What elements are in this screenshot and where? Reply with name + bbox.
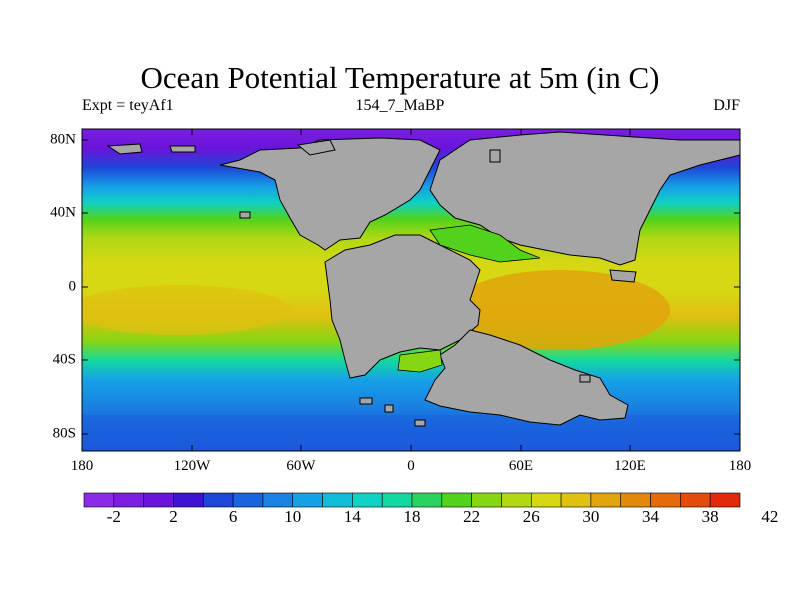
lat-tick-label: 0	[68, 278, 77, 295]
lat-tick-label: 80N	[50, 131, 76, 148]
land-island-3	[384, 404, 394, 413]
colorbar-label: 6	[228, 507, 238, 526]
land-arctic-island-4	[489, 149, 501, 163]
colorbar-swatch	[650, 492, 681, 508]
colorbar-label: 18	[403, 507, 421, 526]
colorbar-swatch	[202, 492, 234, 508]
colorbar-label: 42	[761, 507, 779, 526]
colorbar-swatch	[560, 492, 592, 508]
land-island-2	[359, 397, 373, 405]
colorbar-label: 14	[343, 507, 361, 526]
colorbar-swatch	[143, 492, 174, 508]
colorbar-swatch	[173, 492, 204, 508]
colorbar-swatch	[322, 492, 353, 508]
colorbar-label: 30	[582, 507, 600, 526]
season-label: DJF	[713, 97, 740, 114]
lon-tick-label: 180	[70, 458, 94, 474]
land-island-1	[239, 211, 251, 219]
colorbar-swatch	[590, 492, 622, 508]
lon-tick-label: 0	[407, 458, 415, 474]
colorbar-label: 34	[642, 507, 660, 526]
colorbar-label: 2	[169, 507, 178, 526]
colorbar-label: 26	[522, 507, 540, 526]
colorbar-swatch	[471, 492, 502, 508]
shallow-sea-south	[397, 349, 443, 373]
colorbar-swatch	[352, 492, 383, 508]
land-antarctica-australia	[424, 329, 629, 426]
land-masses	[106, 131, 740, 427]
colorbar-swatch	[232, 492, 264, 508]
colorbar-swatch	[83, 492, 115, 508]
lon-tick-label: 60E	[508, 458, 534, 474]
lon-tick-label: 180	[728, 458, 752, 474]
colorbar-swatch	[292, 492, 323, 508]
axis-ticks	[81, 129, 741, 451]
lat-tick-label: 40S	[52, 351, 76, 368]
colorbar-label: 22	[463, 507, 481, 526]
warm-tropics-west	[82, 285, 290, 335]
land-arctic-island-2	[169, 145, 196, 153]
colorbar-label: 38	[701, 507, 719, 526]
period-label: 154_7_MaBP	[355, 97, 445, 114]
lon-tick-label: 120W	[173, 458, 211, 474]
colorbar-swatch	[381, 492, 413, 508]
lat-tick-label: 80S	[52, 425, 76, 442]
colorbar-swatch	[530, 492, 562, 508]
colorbar	[83, 492, 741, 508]
shallow-sea-north	[429, 224, 541, 263]
land-arctic-island-1	[106, 143, 143, 155]
colorbar-label: 10	[284, 507, 302, 526]
colorbar-swatch	[441, 492, 472, 508]
colorbar-swatch	[620, 492, 651, 508]
land-eurasia	[429, 131, 740, 266]
colorbar-swatch	[680, 492, 711, 508]
lon-tick-label: 120E	[614, 458, 646, 474]
colorbar-swatch	[113, 492, 144, 508]
lat-tick-label: 40N	[50, 204, 76, 221]
land-island-4	[414, 419, 426, 427]
lon-tick-label: 60W	[286, 458, 316, 474]
chart-title: Ocean Potential Temperature at 5m (in C)	[140, 60, 660, 95]
colorbar-label: -2	[106, 507, 121, 526]
experiment-label: Expt = teyAf1	[82, 97, 174, 114]
colorbar-swatch	[411, 492, 443, 508]
colorbar-swatch	[262, 492, 294, 508]
colorbar-swatch	[501, 492, 532, 508]
colorbar-swatch	[709, 492, 741, 508]
land-island-5	[609, 269, 637, 283]
land-island-6	[579, 374, 591, 383]
warm-tropics-east	[450, 270, 670, 350]
land-arctic-island-3	[296, 139, 336, 156]
